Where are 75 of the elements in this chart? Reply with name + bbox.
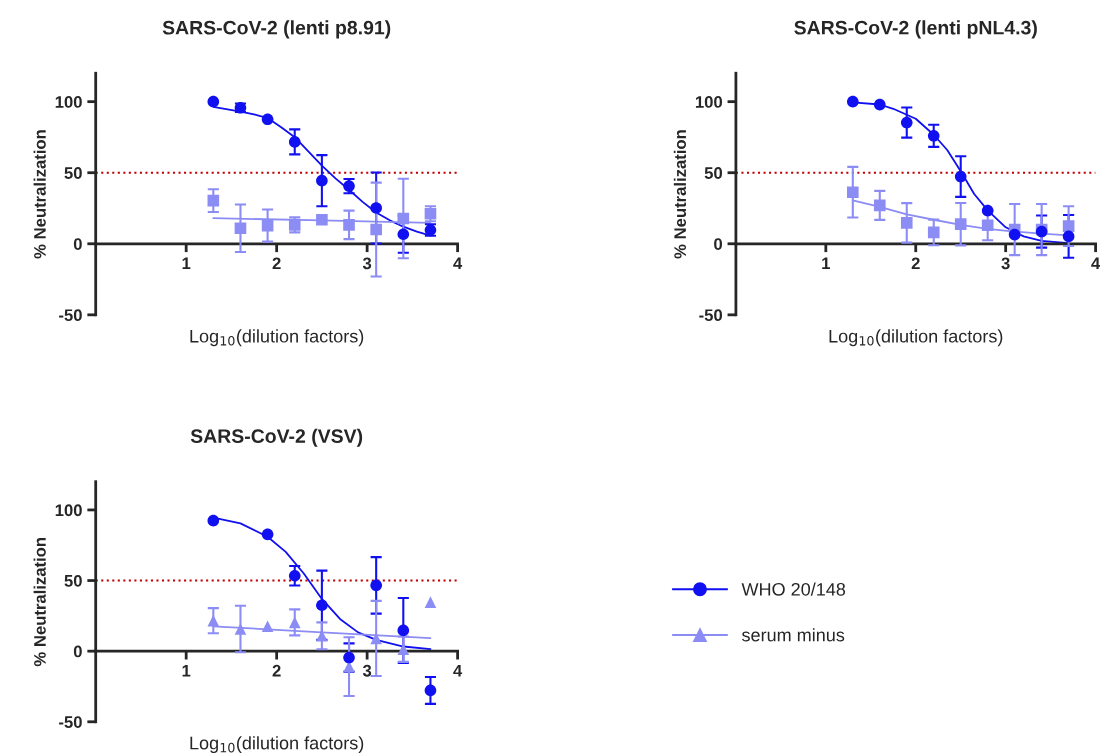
point: [261, 113, 274, 126]
point: [316, 213, 328, 226]
x-tick-label: 1: [822, 257, 830, 270]
y-tick-label: 0: [714, 238, 723, 250]
point: [261, 528, 274, 541]
x-tick-label: 4: [1091, 257, 1100, 270]
y-tick-label: 100: [55, 504, 82, 517]
point: [316, 599, 328, 612]
y-tick-label: -50: [59, 309, 82, 322]
x-tick-label: 3: [362, 257, 372, 270]
point: [234, 222, 247, 235]
x-axis-title: Log$_{10}$(dilution factors): [190, 329, 364, 347]
point: [873, 98, 886, 111]
x-tick-label: 4: [453, 664, 463, 677]
point: [370, 223, 382, 236]
point: [397, 228, 410, 241]
point: [207, 194, 220, 207]
x-axis-title: Log$_{10}$(dilution factors): [829, 329, 1003, 347]
x-tick-label: 3: [362, 664, 372, 677]
point: [316, 174, 328, 187]
point: [424, 684, 437, 697]
point: [954, 170, 967, 183]
point: [900, 116, 913, 129]
point: [234, 623, 247, 635]
chart-title: SARS-CoV-2 (lenti p8.91): [162, 20, 391, 39]
point: [288, 136, 301, 148]
point: [207, 514, 220, 527]
y-tick-label: 50: [704, 167, 723, 179]
chart-title: SARS-CoV-2 (lenti pNL4.3): [794, 20, 1037, 39]
x-tick-label: 3: [1001, 257, 1010, 270]
legend-label: WHO 20/148: [741, 582, 846, 596]
point: [370, 202, 382, 214]
point: [1062, 230, 1075, 243]
y-tick-label: 100: [55, 96, 82, 108]
point: [981, 204, 994, 217]
y-tick-label: 0: [73, 645, 82, 658]
point: [846, 95, 859, 108]
y-tick-label: 100: [695, 96, 723, 108]
y-axis-title: % Neutralization: [33, 130, 46, 259]
y-tick-label: 0: [73, 238, 82, 250]
x-tick-label: 1: [182, 664, 191, 677]
point: [397, 624, 410, 637]
point: [846, 186, 859, 198]
y-tick-label: -50: [699, 309, 723, 322]
chart-title: SARS-CoV-2 (VSV): [190, 428, 363, 447]
x-tick-label: 2: [272, 664, 281, 677]
point: [261, 620, 274, 633]
y-tick-label: 50: [64, 574, 82, 587]
point: [927, 129, 940, 142]
point: [397, 212, 410, 225]
y-tick-label: 50: [64, 167, 82, 179]
x-tick-label: 2: [911, 257, 920, 270]
x-tick-label: 1: [182, 257, 191, 270]
x-tick-label: 2: [272, 257, 281, 270]
point: [954, 218, 967, 230]
point: [370, 579, 382, 592]
point: [927, 226, 940, 239]
point: [1062, 220, 1075, 232]
point: [873, 199, 886, 212]
point: [261, 219, 274, 232]
point: [424, 596, 437, 608]
point: [207, 95, 220, 108]
point: [288, 616, 301, 629]
y-tick-label: -50: [59, 716, 82, 728]
point: [900, 217, 913, 229]
y-axis-title: % Neutralization: [33, 537, 46, 667]
point: [343, 219, 355, 231]
point: [981, 219, 994, 232]
x-tick-label: 4: [453, 257, 463, 270]
legend-label: serum minus: [742, 628, 845, 642]
y-axis-title: % Neutralization: [673, 130, 687, 259]
point: [343, 651, 355, 664]
point: [288, 569, 301, 582]
point: [1008, 228, 1021, 241]
x-axis-title: Log$_{10}$(dilution factors): [190, 736, 364, 754]
